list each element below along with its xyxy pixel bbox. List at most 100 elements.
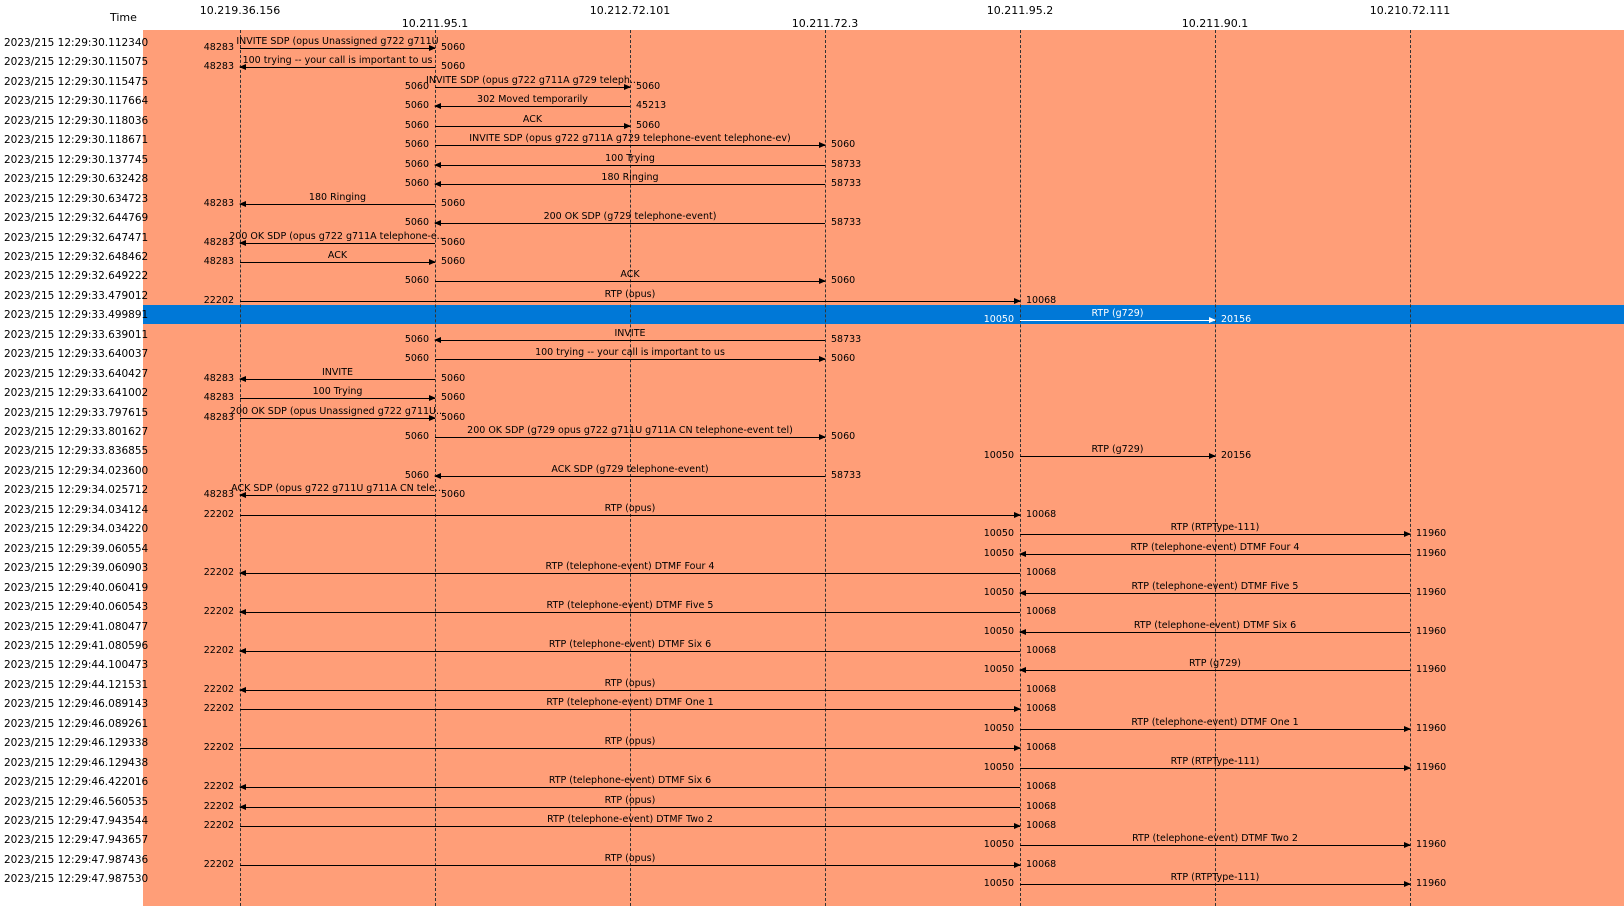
message-label[interactable]: RTP (RTPType-111) bbox=[1170, 872, 1260, 884]
message-label[interactable]: RTP (g729) bbox=[1188, 658, 1242, 670]
message-label[interactable]: 180 Ringing bbox=[308, 191, 367, 203]
row-timestamp[interactable]: 2023/215 12:29:33.797615 bbox=[4, 406, 149, 419]
row-timestamp[interactable]: 2023/215 12:29:32.648462 bbox=[4, 250, 149, 263]
message-label[interactable]: ACK bbox=[327, 249, 348, 261]
row-timestamp[interactable]: 2023/215 12:29:44.100473 bbox=[4, 659, 149, 672]
row-timestamp[interactable]: 2023/215 12:29:46.089261 bbox=[4, 717, 149, 730]
message-label[interactable]: ACK bbox=[522, 113, 543, 125]
row-timestamp[interactable]: 2023/215 12:29:30.137745 bbox=[4, 153, 149, 166]
message-arrow[interactable] bbox=[1019, 589, 1410, 596]
message-arrow[interactable] bbox=[434, 181, 825, 188]
message-label[interactable]: RTP (telephone-event) DTMF Five 5 bbox=[546, 600, 714, 612]
message-label[interactable]: RTP (opus) bbox=[604, 677, 656, 689]
message-arrow[interactable] bbox=[239, 570, 1020, 577]
message-arrow[interactable] bbox=[239, 239, 435, 246]
message-arrow[interactable] bbox=[240, 414, 436, 421]
message-arrow[interactable] bbox=[434, 472, 825, 479]
message-arrow[interactable] bbox=[1019, 550, 1410, 557]
message-label[interactable]: RTP (telephone-event) DTMF One 1 bbox=[1131, 716, 1299, 728]
row-timestamp[interactable]: 2023/215 12:29:33.499891 bbox=[4, 309, 149, 322]
message-arrow[interactable] bbox=[435, 122, 631, 129]
message-label[interactable]: 200 OK SDP (opus g722 g711A telephone-e.… bbox=[229, 230, 446, 242]
row-timestamp[interactable]: 2023/215 12:29:30.634723 bbox=[4, 192, 149, 205]
message-label[interactable]: RTP (RTPType-111) bbox=[1170, 522, 1260, 534]
message-label[interactable]: RTP (RTPType-111) bbox=[1170, 755, 1260, 767]
message-label[interactable]: INVITE bbox=[614, 327, 646, 339]
message-arrow[interactable] bbox=[435, 142, 826, 149]
selected-row-highlight[interactable] bbox=[143, 305, 1624, 325]
message-arrow[interactable] bbox=[239, 200, 435, 207]
row-timestamp[interactable]: 2023/215 12:29:33.639011 bbox=[4, 328, 149, 341]
row-timestamp[interactable]: 2023/215 12:29:30.115475 bbox=[4, 75, 149, 88]
row-timestamp[interactable]: 2023/215 12:29:34.023600 bbox=[4, 464, 149, 477]
message-arrow[interactable] bbox=[240, 395, 436, 402]
row-timestamp[interactable]: 2023/215 12:29:40.060419 bbox=[4, 581, 149, 594]
message-label[interactable]: 302 Moved temporarily bbox=[477, 94, 588, 106]
row-timestamp[interactable]: 2023/215 12:29:47.987530 bbox=[4, 873, 149, 886]
row-timestamp[interactable]: 2023/215 12:29:39.060903 bbox=[4, 562, 149, 575]
row-timestamp[interactable]: 2023/215 12:29:33.641002 bbox=[4, 387, 149, 400]
message-arrow[interactable] bbox=[1020, 531, 1411, 538]
message-arrow[interactable] bbox=[1019, 667, 1410, 674]
row-timestamp[interactable]: 2023/215 12:29:30.112340 bbox=[4, 37, 149, 49]
row-timestamp[interactable]: 2023/215 12:29:47.987436 bbox=[4, 853, 149, 866]
message-label[interactable]: ACK bbox=[620, 269, 640, 281]
message-arrow[interactable] bbox=[239, 492, 435, 499]
message-arrow[interactable] bbox=[1020, 881, 1411, 888]
row-timestamp[interactable]: 2023/215 12:29:34.034220 bbox=[4, 523, 149, 536]
row-timestamp[interactable]: 2023/215 12:29:33.836855 bbox=[4, 445, 149, 458]
message-label[interactable]: RTP (telephone-event) DTMF One 1 bbox=[546, 697, 714, 709]
message-arrow[interactable] bbox=[240, 511, 1021, 518]
message-label[interactable]: RTP (telephone-event) DTMF Six 6 bbox=[1133, 619, 1297, 631]
row-timestamp[interactable]: 2023/215 12:29:34.025712 bbox=[4, 484, 149, 497]
message-arrow[interactable] bbox=[1020, 453, 1216, 460]
row-timestamp[interactable]: 2023/215 12:29:47.943544 bbox=[4, 815, 149, 827]
message-label[interactable]: 200 OK SDP (g729 opus g722 g711U g711A C… bbox=[467, 425, 793, 436]
message-arrow[interactable] bbox=[240, 823, 1021, 829]
row-timestamp[interactable]: 2023/215 12:29:46.560535 bbox=[4, 795, 149, 808]
message-label[interactable]: 180 Ringing bbox=[601, 172, 659, 184]
row-timestamp[interactable]: 2023/215 12:29:41.080596 bbox=[4, 639, 149, 652]
message-arrow[interactable] bbox=[239, 647, 1020, 654]
message-label[interactable]: RTP (opus) bbox=[604, 794, 656, 806]
message-arrow[interactable] bbox=[435, 83, 631, 90]
message-label[interactable]: RTP (opus) bbox=[604, 502, 656, 514]
message-arrow[interactable] bbox=[240, 45, 436, 51]
message-arrow[interactable] bbox=[1020, 842, 1411, 849]
row-timestamp[interactable]: 2023/215 12:29:30.115075 bbox=[4, 56, 149, 69]
message-arrow[interactable] bbox=[1020, 764, 1411, 771]
row-timestamp[interactable]: 2023/215 12:29:46.129438 bbox=[4, 756, 149, 769]
message-arrow[interactable] bbox=[434, 103, 630, 110]
message-label[interactable]: RTP (telephone-event) DTMF Six 6 bbox=[548, 775, 712, 787]
message-label[interactable]: RTP (g729) bbox=[1091, 444, 1144, 456]
message-arrow[interactable] bbox=[435, 356, 826, 363]
row-timestamp[interactable]: 2023/215 12:29:39.060554 bbox=[4, 542, 149, 555]
message-label[interactable]: INVITE SDP (opus g722 g711A g729 telepho… bbox=[469, 133, 791, 145]
row-timestamp[interactable]: 2023/215 12:29:33.479012 bbox=[4, 289, 149, 302]
message-arrow[interactable] bbox=[239, 609, 1020, 616]
message-label[interactable]: ACK SDP (opus g722 g711U g711A CN tele..… bbox=[231, 483, 444, 495]
row-timestamp[interactable]: 2023/215 12:29:46.089143 bbox=[4, 698, 149, 711]
message-label[interactable]: RTP (telephone-event) DTMF Five 5 bbox=[1131, 580, 1299, 592]
message-label[interactable]: INVITE SDP (opus g722 g711A g729 teleph.… bbox=[426, 74, 639, 86]
message-label[interactable]: INVITE bbox=[321, 366, 354, 378]
message-arrow[interactable] bbox=[239, 784, 1020, 791]
message-arrow[interactable] bbox=[434, 336, 825, 343]
message-label[interactable]: 100 Trying bbox=[605, 152, 655, 164]
message-label[interactable]: RTP (opus) bbox=[604, 852, 656, 864]
message-arrow[interactable] bbox=[434, 161, 825, 168]
message-arrow[interactable] bbox=[435, 434, 826, 440]
message-arrow[interactable] bbox=[239, 803, 1020, 810]
message-arrow[interactable] bbox=[1020, 317, 1216, 324]
message-arrow[interactable] bbox=[240, 706, 1021, 713]
row-timestamp[interactable]: 2023/215 12:29:30.117664 bbox=[4, 95, 149, 108]
message-label[interactable]: RTP (telephone-event) DTMF Two 2 bbox=[547, 814, 713, 825]
row-timestamp[interactable]: 2023/215 12:29:46.422016 bbox=[4, 776, 149, 789]
message-arrow[interactable] bbox=[240, 745, 1021, 752]
message-label[interactable]: RTP (telephone-event) DTMF Four 4 bbox=[545, 561, 715, 573]
message-label[interactable]: 200 OK SDP (opus Unassigned g722 g711U..… bbox=[229, 405, 446, 417]
message-label[interactable]: 200 OK SDP (g729 telephone-event) bbox=[543, 211, 717, 223]
message-label[interactable]: RTP (telephone-event) DTMF Six 6 bbox=[548, 638, 712, 650]
message-label[interactable]: RTP (g729) bbox=[1091, 308, 1144, 320]
message-label[interactable]: 100 Trying bbox=[312, 386, 363, 398]
